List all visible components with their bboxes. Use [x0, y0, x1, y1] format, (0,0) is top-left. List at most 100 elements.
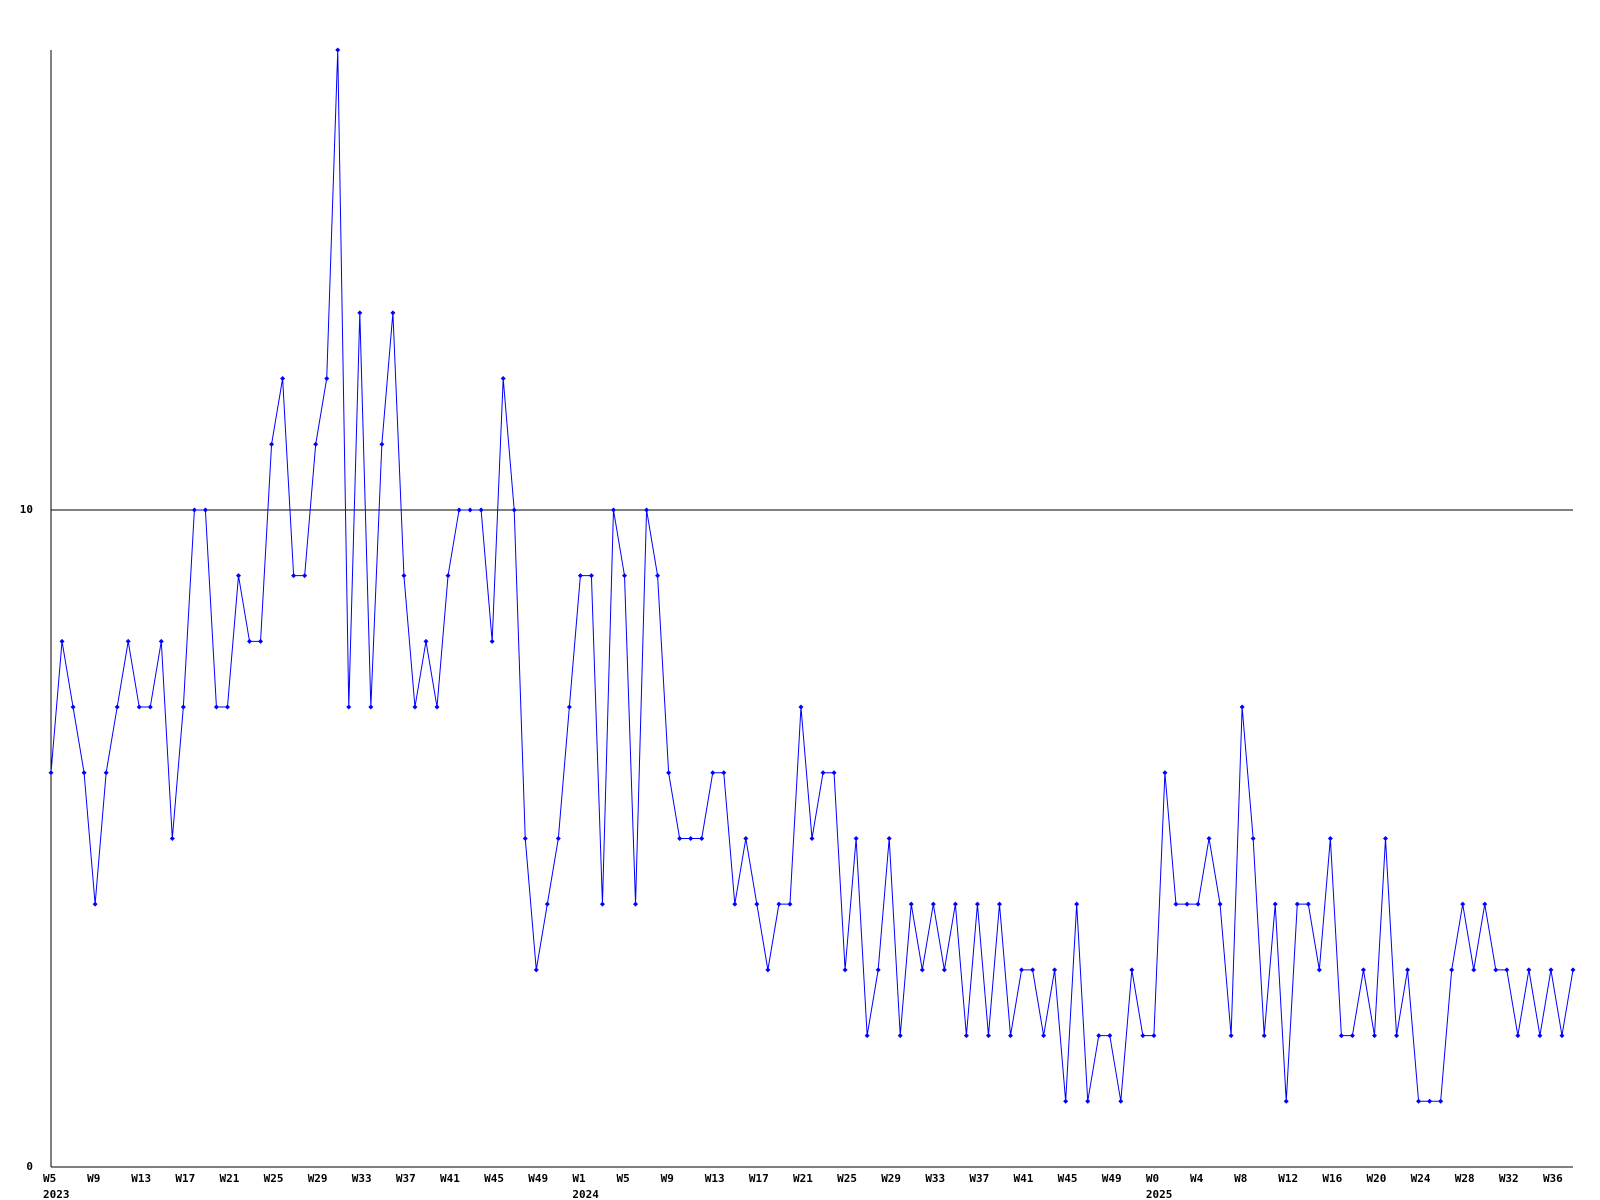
point	[1272, 901, 1278, 907]
point	[743, 835, 749, 841]
point	[202, 507, 208, 513]
x-tick-label: W13	[705, 1172, 725, 1185]
point	[952, 901, 958, 907]
point	[1063, 1098, 1069, 1104]
point	[1416, 1098, 1422, 1104]
x-tick-label: W8	[1234, 1172, 1247, 1185]
point	[566, 704, 572, 710]
point	[291, 573, 297, 579]
point	[1305, 901, 1311, 907]
point	[974, 901, 980, 907]
x-tick-label: W21	[219, 1172, 239, 1185]
point	[1151, 1033, 1157, 1039]
x-tick-label: W12	[1278, 1172, 1298, 1185]
point	[1548, 967, 1554, 973]
point	[324, 376, 330, 382]
point	[313, 441, 319, 447]
point	[1570, 967, 1576, 973]
point	[875, 967, 881, 973]
point	[754, 901, 760, 907]
point	[633, 901, 639, 907]
point	[390, 310, 396, 316]
point	[1405, 967, 1411, 973]
point	[180, 704, 186, 710]
point	[1482, 901, 1488, 907]
point	[1283, 1098, 1289, 1104]
point	[842, 967, 848, 973]
x-tick-label: W21	[793, 1172, 813, 1185]
point	[456, 507, 462, 513]
point	[1383, 835, 1389, 841]
x-tick-label: W5	[617, 1172, 630, 1185]
point	[644, 507, 650, 513]
x-tick-label: W29	[308, 1172, 328, 1185]
point	[1504, 967, 1510, 973]
point	[1526, 967, 1532, 973]
point	[511, 507, 517, 513]
point	[1537, 1033, 1543, 1039]
point	[346, 704, 352, 710]
x-year-label: 2025	[1146, 1188, 1173, 1200]
x-tick-label: W41	[440, 1172, 460, 1185]
point	[1195, 901, 1201, 907]
point	[1041, 1033, 1047, 1039]
x-tick-label: W32	[1499, 1172, 1519, 1185]
point	[886, 835, 892, 841]
x-tick-label: W49	[1102, 1172, 1122, 1185]
point	[1427, 1098, 1433, 1104]
x-year-label: 2024	[572, 1188, 599, 1200]
point	[423, 638, 429, 644]
point	[158, 638, 164, 644]
point	[1052, 967, 1058, 973]
point	[1096, 1033, 1102, 1039]
x-tick-label: W28	[1455, 1172, 1475, 1185]
point	[776, 901, 782, 907]
point	[1471, 967, 1477, 973]
x-tick-label: W17	[749, 1172, 769, 1185]
point	[721, 770, 727, 776]
point	[1074, 901, 1080, 907]
point	[1371, 1033, 1377, 1039]
x-tick-label: W4	[1190, 1172, 1204, 1185]
point	[831, 770, 837, 776]
point	[92, 901, 98, 907]
point	[1438, 1098, 1444, 1104]
point	[787, 901, 793, 907]
point	[1327, 835, 1333, 841]
point	[908, 901, 914, 907]
point	[412, 704, 418, 710]
point	[1449, 967, 1455, 973]
point	[1493, 967, 1499, 973]
point	[1228, 1033, 1234, 1039]
point	[224, 704, 230, 710]
point	[70, 704, 76, 710]
point	[445, 573, 451, 579]
point	[765, 967, 771, 973]
point	[147, 704, 153, 710]
point	[1206, 835, 1212, 841]
point	[235, 573, 241, 579]
point	[401, 573, 407, 579]
point	[555, 835, 561, 841]
point	[357, 310, 363, 316]
point	[919, 967, 925, 973]
point	[588, 573, 594, 579]
point	[280, 376, 286, 382]
point	[1294, 901, 1300, 907]
point	[732, 901, 738, 907]
point	[1559, 1033, 1565, 1039]
x-tick-label: W41	[1014, 1172, 1034, 1185]
point	[622, 573, 628, 579]
point	[302, 573, 308, 579]
point	[1217, 901, 1223, 907]
point	[1460, 901, 1466, 907]
point	[1118, 1098, 1124, 1104]
point	[335, 47, 341, 53]
point	[489, 638, 495, 644]
point	[1107, 1033, 1113, 1039]
point	[125, 638, 131, 644]
point	[1030, 967, 1036, 973]
point	[1173, 901, 1179, 907]
y-tick-label: 10	[20, 503, 33, 516]
